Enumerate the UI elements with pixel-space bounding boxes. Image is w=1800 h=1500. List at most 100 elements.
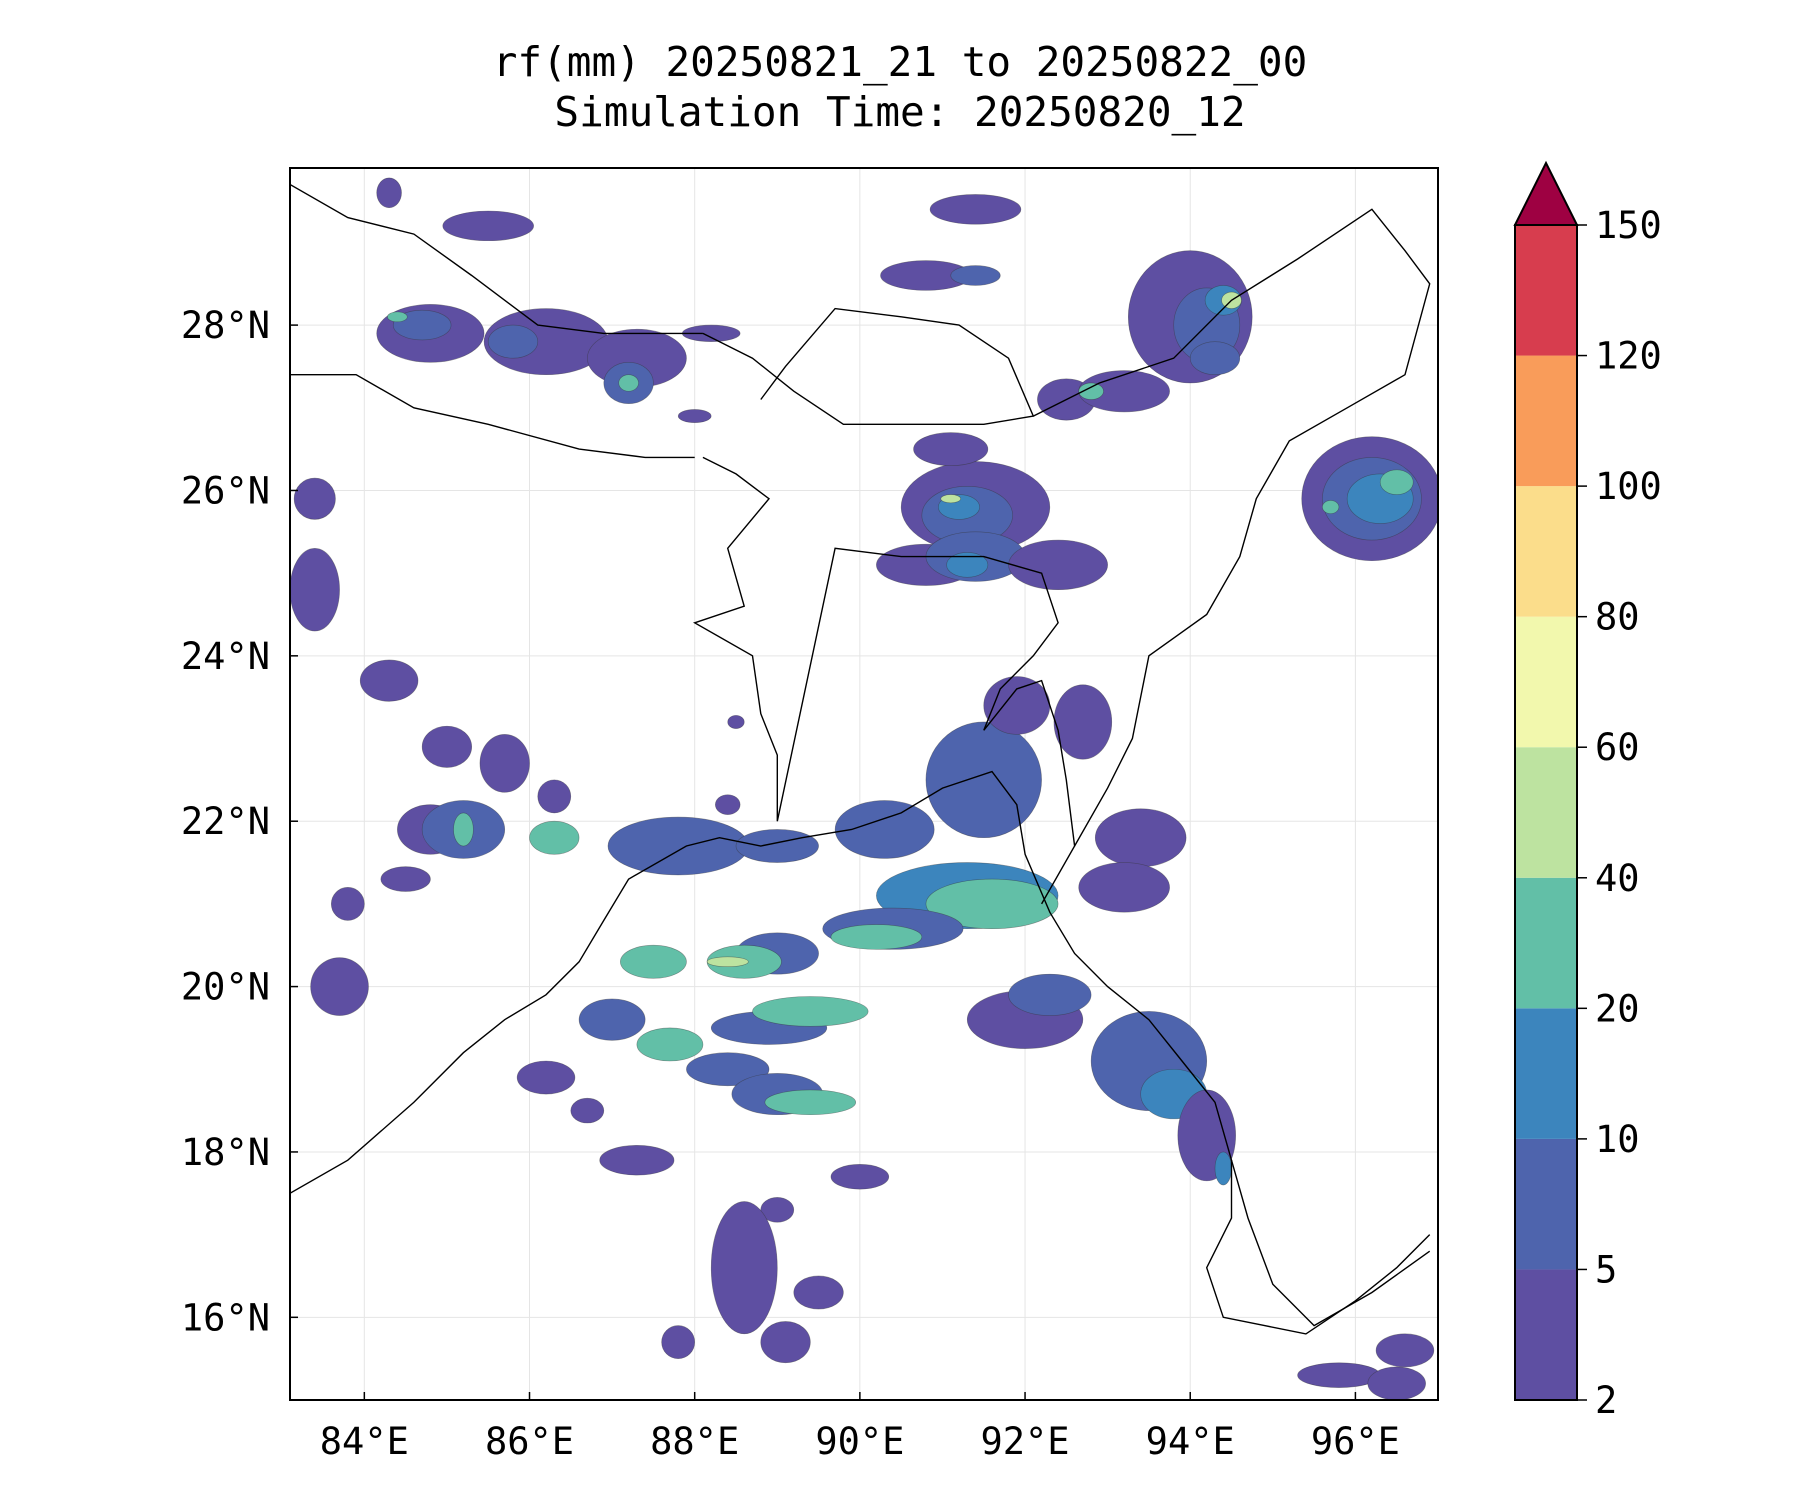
rain-patch [1322, 500, 1340, 514]
colorbar-frame [1514, 224, 1578, 1401]
rain-patch [607, 816, 749, 876]
lat-tick-label: 28°N [181, 304, 270, 347]
colorbar-label: 40 [1595, 857, 1640, 900]
rain-patch [599, 1145, 675, 1176]
lon-tick-label: 84°E [320, 1420, 409, 1463]
lon-tick-label: 86°E [485, 1420, 574, 1463]
rain-patch [380, 866, 431, 892]
rain-patch [950, 265, 1001, 286]
lon-tick-label: 88°E [650, 1420, 739, 1463]
rain-patch [1379, 469, 1414, 495]
rain-patch [1078, 862, 1170, 913]
rain-patch [1367, 1366, 1426, 1400]
rain-patch [940, 494, 961, 504]
rain-patch [442, 210, 534, 242]
rain-patch [310, 957, 369, 1016]
coastline-1 [290, 374, 695, 459]
lat-tick-label: 16°N [181, 1296, 270, 1339]
coastline-5 [1032, 208, 1431, 847]
rain-patch [376, 177, 402, 208]
rain-patch [686, 1052, 770, 1087]
colorbar-segment [1515, 1269, 1577, 1400]
lon-tick-label: 96°E [1311, 1420, 1400, 1463]
figure-subtitle: Simulation Time: 20250820_12 [554, 88, 1246, 136]
rain-patch [760, 1321, 811, 1364]
colorbar-label: 100 [1595, 465, 1662, 508]
rainfall-field [290, 177, 1438, 1400]
colorbar-label: 60 [1595, 726, 1640, 769]
lat-tick-label: 20°N [181, 966, 270, 1009]
rain-patch [1078, 382, 1104, 400]
colorbar-segment [1515, 355, 1577, 487]
lat-tick-label: 26°N [181, 469, 270, 512]
figure-title: rf(mm) 20250821_21 to 20250822_00 [492, 38, 1308, 86]
rain-patch [735, 829, 819, 863]
rain-patch [925, 721, 1042, 839]
colorbar-label: 5 [1595, 1248, 1617, 1291]
colorbar-segment [1515, 1138, 1577, 1270]
colorbar-label: 10 [1595, 1118, 1640, 1161]
rain-patch [421, 725, 472, 768]
rain-patch [570, 1097, 605, 1124]
rain-patch [929, 194, 1022, 225]
rain-patch [764, 1089, 857, 1116]
colorbar-label: 2 [1595, 1379, 1617, 1422]
rain-patch [516, 1060, 576, 1095]
lat-tick-label: 22°N [181, 800, 270, 843]
rain-patch [661, 1325, 695, 1359]
coastline-3 [702, 307, 1035, 425]
rain-patch [330, 887, 365, 921]
rain-patch [1375, 1333, 1435, 1368]
colorbar-segment [1515, 747, 1577, 878]
rain-patch [925, 878, 1059, 929]
colorbar-label: 150 [1595, 204, 1662, 247]
rain-patch [529, 820, 580, 855]
rain-patch [946, 552, 989, 578]
rain-patch [913, 432, 989, 466]
rain-patch [1008, 539, 1108, 590]
rain-patch [578, 998, 646, 1041]
colorbar-segment [1515, 225, 1577, 356]
rain-patch [620, 944, 687, 979]
rain-patch [752, 996, 869, 1027]
lon-tick-label: 92°E [980, 1420, 1069, 1463]
rain-patch [830, 924, 923, 950]
rain-patch [727, 715, 745, 729]
rain-patch [1214, 1151, 1232, 1186]
colorbar-segment [1515, 486, 1577, 617]
rain-patch [1094, 808, 1187, 867]
rain-patch [487, 324, 539, 359]
lat-tick-label: 24°N [181, 635, 270, 678]
colorbar-label: 120 [1595, 335, 1662, 378]
colorbar-label: 20 [1595, 987, 1640, 1030]
rain-patch [293, 477, 336, 520]
colorbar-segment [1515, 877, 1577, 1009]
rain-patch [677, 409, 712, 423]
coastlines-and-borders [290, 183, 1431, 1335]
rain-patch [710, 1201, 778, 1335]
colorbar-segment [1515, 616, 1577, 748]
rain-patch [715, 794, 741, 815]
rain-patch [636, 1027, 704, 1062]
rain-patch [1189, 341, 1241, 376]
colorbar-extend-arrow [1513, 160, 1579, 226]
colorbar-label: 80 [1595, 596, 1640, 639]
rain-patch [618, 374, 639, 392]
coastline-2 [290, 183, 703, 335]
rain-patch [290, 548, 340, 632]
rain-patch [387, 311, 408, 323]
rain-patch [537, 779, 572, 814]
lat-tick-label: 18°N [181, 1131, 270, 1174]
rain-patch [706, 956, 749, 968]
rain-patch [453, 812, 474, 847]
lon-tick-label: 94°E [1146, 1420, 1235, 1463]
rain-patch [834, 800, 935, 859]
rain-patch [479, 734, 530, 793]
rain-patch [830, 1164, 890, 1190]
rain-patch [793, 1275, 844, 1310]
colorbar-segment [1515, 1008, 1577, 1139]
axis-ticks: 16°N 18°N 20°N 22°N 24°N 26°N 28°N 84°E 86°E 88°E… [181, 304, 1400, 1463]
rain-patch [392, 309, 452, 341]
